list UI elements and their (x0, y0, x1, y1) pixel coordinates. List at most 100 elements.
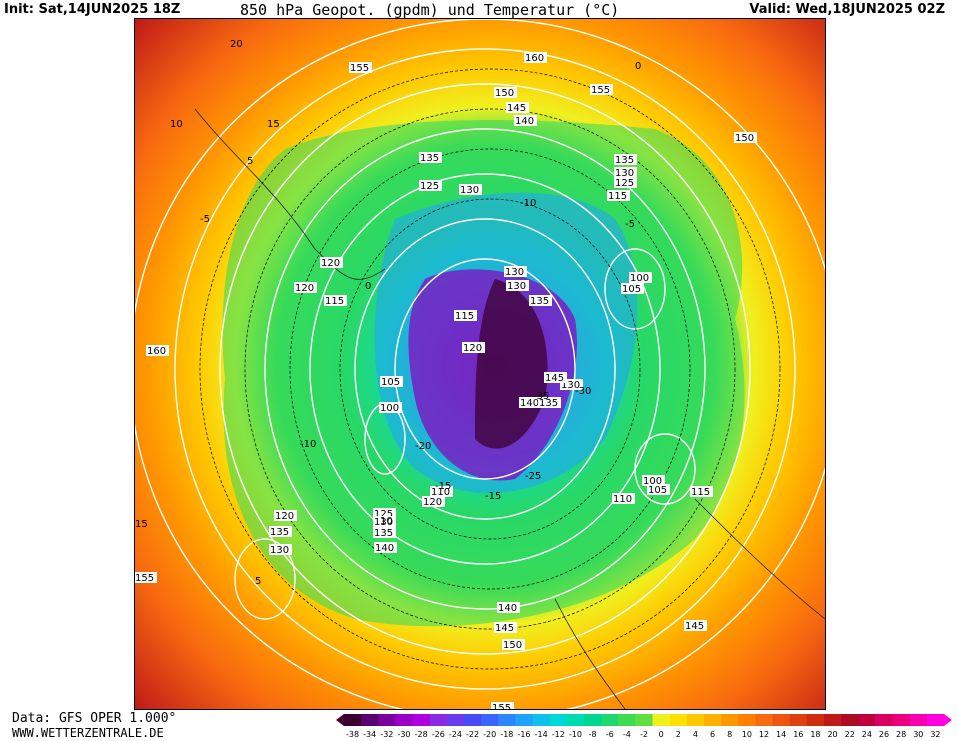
geopotential-label-text: 155 (591, 85, 610, 96)
weather-map: 155 160 150 145 140 155 150 135 125 130 135 130 125 1… (134, 18, 826, 710)
geopotential-label-text: 120 (423, 497, 442, 508)
source-url: WWW.WETTERZENTRALE.DE (12, 726, 164, 740)
color-scale-cell (875, 714, 894, 726)
color-scale-cell (498, 714, 516, 726)
color-scale-tick: 8 (727, 730, 732, 739)
color-scale-tick: 30 (913, 730, 923, 739)
geopotential-label-text: 140 (520, 398, 539, 409)
geopotential-label: 145 (494, 622, 517, 634)
color-scale-tick: -18 (500, 730, 513, 739)
geopotential-label: 120 (274, 510, 297, 522)
geopotential-label: 135 (529, 295, 552, 307)
color-scale-tick: -16 (517, 730, 530, 739)
geopotential-label: 100 (642, 475, 665, 487)
geopotential-label-text: 140 (498, 603, 517, 614)
geopotential-label-text: 155 (135, 573, 154, 584)
geopotential-label-text: 100 (643, 476, 662, 487)
color-scale-cell (824, 714, 842, 726)
geopotential-label-text: 105 (622, 284, 641, 295)
temperature-label: 0 (635, 61, 641, 72)
temperature-label: -25 (525, 471, 541, 482)
geopotential-label: 130 (373, 516, 396, 528)
temperature-label: -5 (625, 219, 635, 230)
geopotential-label: 110 (612, 493, 635, 505)
color-scale-cell (344, 714, 362, 726)
geopotential-label-text: 160 (147, 346, 166, 357)
geopotential-label-text: 115 (325, 296, 344, 307)
color-scale-cell (378, 714, 396, 726)
color-scale-tick: 24 (862, 730, 872, 739)
color-scale-tick: -28 (415, 730, 428, 739)
geopotential-label: 140 (514, 115, 537, 127)
geopotential-label-text: 130 (460, 185, 479, 196)
color-scale-cell (584, 714, 602, 726)
color-scale-tick: -14 (535, 730, 548, 739)
geopotential-label-text: 145 (507, 103, 526, 114)
geopotential-label: 145 (506, 102, 529, 114)
temperature-label: -30 (575, 386, 591, 397)
color-scale-tick: 10 (742, 730, 752, 739)
temperature-label: -10 (520, 198, 536, 209)
color-scale-cell (429, 714, 448, 726)
geopotential-label: 105 (647, 484, 670, 496)
init-time-label: Init: Sat,14JUN2025 18Z (4, 2, 181, 17)
color-scale-tick: 6 (710, 730, 715, 739)
geopotential-label: 160 (524, 52, 547, 64)
geopotential-label-text: 155 (492, 703, 511, 710)
color-scale-tick: -24 (449, 730, 462, 739)
geopotential-label: 135 (538, 397, 561, 409)
temperature-label: 15 (135, 519, 148, 530)
geopotential-label: 115 (607, 190, 630, 202)
color-scale-cell (464, 714, 482, 726)
color-scale-cell (669, 714, 688, 726)
color-scale-tick: 26 (879, 730, 889, 739)
geopotential-label-text: 135 (420, 153, 439, 164)
geopotential-label: 135 (373, 527, 396, 539)
geopotential-label: 160 (146, 345, 169, 357)
color-scale-cell (858, 714, 876, 726)
color-scale-max-arrow (944, 714, 952, 726)
geopotential-label: 150 (734, 132, 757, 144)
geopotential-label: 125 (373, 508, 396, 520)
geopotential-label: 115 (324, 295, 347, 307)
color-scale-cell (806, 714, 825, 726)
color-scale-cell (926, 714, 945, 726)
temperature-label: -5 (200, 214, 210, 225)
color-scale-cell (841, 714, 859, 726)
color-scale-cell (601, 714, 619, 726)
geopotential-label-text: 115 (455, 311, 474, 322)
geopotential-label: 120 (294, 282, 317, 294)
color-scale-tick: -22 (466, 730, 479, 739)
geopotential-label-text: 125 (420, 181, 439, 192)
color-scale-tick: -20 (483, 730, 496, 739)
geopotential-label-text: 145 (545, 373, 564, 384)
geopotential-label-text: 125 (615, 178, 634, 189)
color-scale-tick: 12 (759, 730, 769, 739)
color-scale-cell (738, 714, 756, 726)
color-scale-cell (446, 714, 465, 726)
geopotential-label: 130 (560, 379, 583, 391)
color-scale-tick: -2 (640, 730, 648, 739)
color-scale-tick: 18 (810, 730, 820, 739)
color-scale-tick: 32 (930, 730, 940, 739)
color-scale-cell (755, 714, 774, 726)
geopotential-label: 140 (519, 397, 542, 409)
data-source-label: Data: GFS OPER 1.000° (12, 711, 177, 726)
color-scale-min-arrow (336, 714, 344, 726)
geopotential-label-text: 135 (374, 528, 393, 539)
color-scale-tick: -38 (346, 730, 359, 739)
geopotential-label: 135 (614, 154, 637, 166)
color-scale-tick: -32 (380, 730, 393, 739)
geopotential-label: 145 (684, 620, 707, 632)
geopotential-label: 135 (269, 526, 292, 538)
geopotential-label-text: 140 (515, 116, 534, 127)
color-scale-cell (704, 714, 722, 726)
temperature-label: -20 (415, 441, 431, 452)
geopotential-label-text: 130 (270, 545, 289, 556)
temperature-label: -15 (485, 491, 501, 502)
color-scale-tick: -8 (589, 730, 597, 739)
geopotential-label-text: 110 (613, 494, 632, 505)
geopotential-label-text: 150 (735, 133, 754, 144)
geopotential-label: 115 (454, 310, 477, 322)
geopotential-label: 105 (380, 376, 403, 388)
